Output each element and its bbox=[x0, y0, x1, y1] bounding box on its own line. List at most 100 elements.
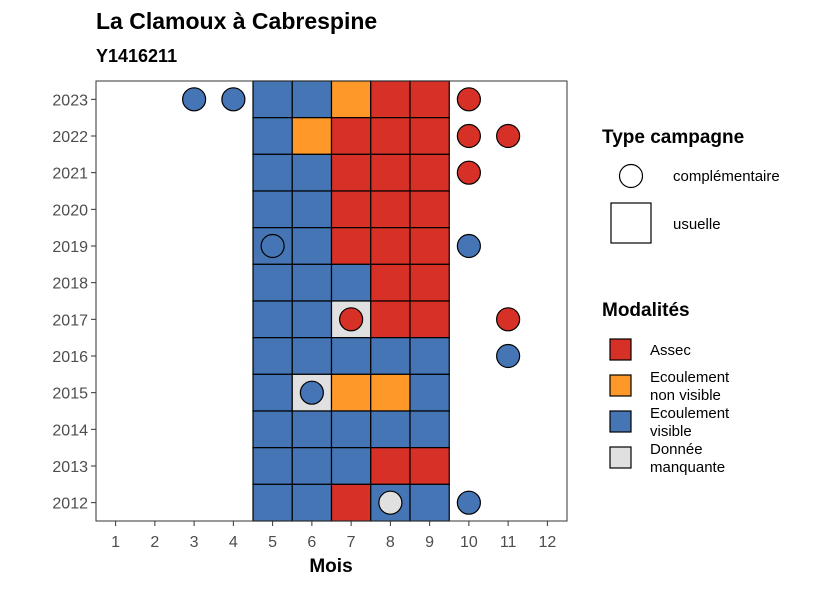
cell-2023-7 bbox=[330, 80, 372, 119]
cell-2015-7 bbox=[330, 373, 372, 412]
cell-2017-6 bbox=[291, 300, 333, 339]
cell-2021-5 bbox=[252, 153, 293, 192]
cell-2023-5 bbox=[252, 80, 293, 119]
point-2022-10 bbox=[456, 123, 481, 149]
cell-2012-9 bbox=[409, 483, 450, 522]
cell-2023-6 bbox=[291, 80, 333, 119]
point-2023-10 bbox=[456, 87, 481, 112]
legend-modalites-title: Modalités bbox=[602, 300, 690, 321]
cell-2022-8 bbox=[370, 117, 411, 155]
point-2012-8 bbox=[378, 490, 403, 515]
legend-modalite-label-0: Assec bbox=[650, 342, 691, 359]
x-tick-label-11: 11 bbox=[500, 534, 517, 551]
y-tick-label-2012: 2012 bbox=[52, 496, 88, 513]
y-axis: 2012 2013 2014 2015 2016 2017 2018 2019 2020 2021… bbox=[52, 92, 96, 513]
cell-2012-5 bbox=[252, 483, 293, 522]
cell-2017-8 bbox=[370, 300, 411, 339]
cell-2018-7 bbox=[330, 263, 372, 302]
cell-2022-5 bbox=[252, 117, 293, 155]
cell-2016-8 bbox=[370, 337, 411, 375]
point-2022-11 bbox=[496, 123, 521, 149]
x-axis-title: Mois bbox=[309, 556, 352, 577]
cell-2016-7 bbox=[330, 337, 372, 375]
point-2017-11 bbox=[496, 307, 521, 332]
cell-2015-5 bbox=[252, 373, 293, 412]
x-tick-label-8: 8 bbox=[386, 534, 395, 551]
cell-2020-7 bbox=[330, 190, 372, 229]
legend-key-square-icon bbox=[610, 202, 652, 244]
plot-border bbox=[95, 80, 568, 522]
x-tick-label-10: 10 bbox=[460, 534, 478, 551]
cell-2012-6 bbox=[291, 483, 333, 522]
y-tick-label-2014: 2014 bbox=[52, 422, 88, 439]
cell-2018-9 bbox=[409, 263, 450, 302]
cell-2015-9 bbox=[409, 373, 450, 412]
y-tick-label-2019: 2019 bbox=[52, 239, 88, 256]
cell-2014-9 bbox=[409, 410, 450, 449]
y-tick-label-2020: 2020 bbox=[52, 202, 88, 219]
legend-modalite-label-3-1: manquante bbox=[650, 459, 725, 476]
cell-2012-7 bbox=[330, 483, 372, 522]
point-2023-3 bbox=[182, 87, 207, 112]
cell-2019-9 bbox=[409, 227, 450, 265]
legend-key-circle-icon bbox=[618, 163, 644, 189]
cell-2017-9 bbox=[409, 300, 450, 339]
cell-2015-8 bbox=[370, 373, 411, 412]
chart-subtitle: Y1416211 bbox=[96, 46, 177, 66]
legend-modalite-label-1-1: non visible bbox=[650, 387, 721, 404]
point-2021-10 bbox=[456, 160, 481, 185]
cell-2020-9 bbox=[409, 190, 450, 229]
x-tick-label-6: 6 bbox=[307, 534, 316, 551]
y-tick-label-2018: 2018 bbox=[52, 276, 88, 293]
cell-2017-5 bbox=[252, 300, 293, 339]
cell-2013-7 bbox=[330, 447, 372, 485]
x-tick-label-9: 9 bbox=[425, 534, 434, 551]
usual-cells bbox=[252, 80, 450, 522]
cell-2013-9 bbox=[409, 447, 450, 485]
legend-modalite-label-3-0: Donnée bbox=[650, 441, 703, 458]
point-2023-4 bbox=[221, 87, 246, 112]
legend-type-title: Type campagne bbox=[602, 127, 744, 148]
y-tick-label-2015: 2015 bbox=[52, 386, 88, 403]
cell-2022-7 bbox=[330, 117, 372, 155]
cell-2013-6 bbox=[291, 447, 333, 485]
y-tick-label-2023: 2023 bbox=[52, 92, 88, 109]
x-tick-label-7: 7 bbox=[347, 534, 356, 551]
point-2012-10 bbox=[456, 490, 481, 515]
point-2019-10 bbox=[456, 233, 481, 259]
cell-2020-6 bbox=[291, 190, 333, 229]
y-tick-label-2016: 2016 bbox=[52, 349, 88, 366]
cell-2018-6 bbox=[291, 263, 333, 302]
legend-modalite-label-2-0: Ecoulement bbox=[650, 405, 730, 422]
x-axis: 1 2 3 4 5 6 7 8 9 10 11 12 bbox=[111, 521, 556, 551]
x-tick-label-12: 12 bbox=[538, 534, 556, 551]
complementary-points bbox=[182, 87, 521, 515]
cell-2014-8 bbox=[370, 410, 411, 449]
point-2017-7 bbox=[339, 307, 364, 332]
cell-2013-5 bbox=[252, 447, 293, 485]
chart-title: La Clamoux à Cabrespine bbox=[96, 8, 377, 34]
cell-2020-8 bbox=[370, 190, 411, 229]
cell-2018-5 bbox=[252, 263, 293, 302]
cell-2016-9 bbox=[409, 337, 450, 375]
legend-modalite-label-2-1: visible bbox=[650, 423, 692, 440]
cell-2019-8 bbox=[370, 227, 411, 265]
cell-2013-8 bbox=[370, 447, 411, 485]
cell-2021-7 bbox=[330, 153, 372, 192]
legend-swatch-0 bbox=[609, 338, 632, 361]
point-2016-11 bbox=[496, 343, 521, 369]
cell-2022-9 bbox=[409, 117, 450, 155]
legend-modalite-label-1-0: Ecoulement bbox=[650, 369, 730, 386]
cell-2020-5 bbox=[252, 190, 293, 229]
cell-2014-6 bbox=[291, 410, 333, 449]
point-2015-6 bbox=[299, 380, 324, 405]
cell-2016-6 bbox=[291, 337, 333, 375]
legend-swatch-1 bbox=[609, 374, 632, 397]
cell-2021-9 bbox=[409, 153, 450, 192]
cell-2019-7 bbox=[330, 227, 372, 265]
cell-2016-5 bbox=[252, 337, 293, 375]
legend-type-label-0: complémentaire bbox=[673, 168, 780, 185]
cell-2022-6 bbox=[291, 117, 333, 155]
